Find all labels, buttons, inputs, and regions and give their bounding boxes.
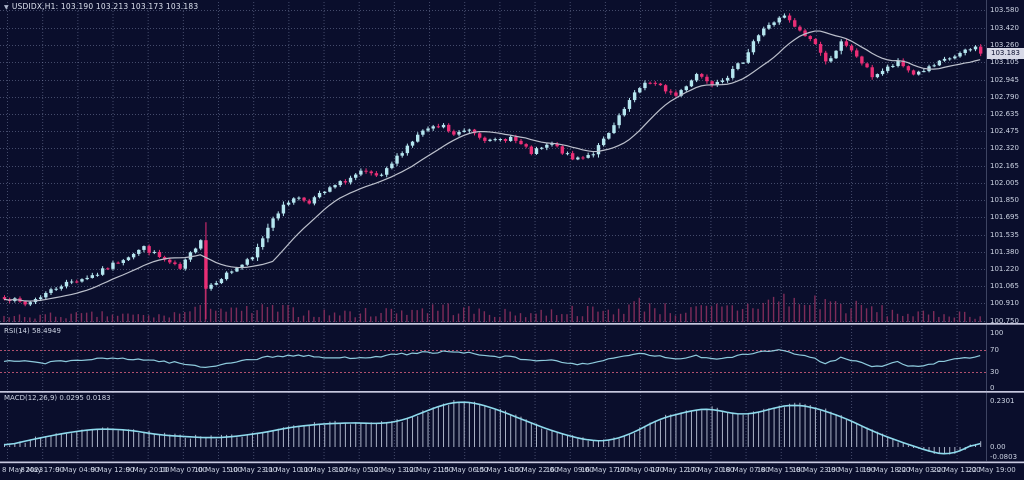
macd-axis-label: 0.2301 — [990, 396, 1015, 405]
time-axis-label: 15 May 06:00 — [440, 466, 489, 474]
time-axis-label: 12 May 13:00 — [369, 466, 418, 474]
rsi-axis-label: 0 — [990, 384, 995, 392]
price-axis-label: 102.320 — [990, 144, 1019, 153]
price-axis-label: 100.910 — [990, 299, 1019, 308]
time-axis-label: 10 May 15:00 — [194, 466, 243, 474]
price-axis-label: 100.750 — [990, 317, 1019, 326]
price-axis-label: 102.475 — [990, 127, 1019, 136]
price-axis-label: 102.945 — [990, 75, 1019, 84]
price-scale[interactable]: 103.580 103.420 103.260 103.105 102.945 102.7… — [990, 0, 1024, 480]
price-axis-label: 101.695 — [990, 213, 1019, 222]
price-axis-label: 103.105 — [990, 58, 1019, 67]
price-axis-label: 101.850 — [990, 196, 1019, 205]
time-axis-label: 9 May 12:00 — [90, 466, 135, 474]
time-axis-label: 16 May 17:00 — [580, 466, 629, 474]
rsi-axis-label: 70 — [990, 345, 999, 354]
time-axis-label: 10 May 23:00 — [229, 466, 278, 474]
price-axis-label: 101.220 — [990, 265, 1019, 274]
rsi-indicator-label: RSI(14) 58.4949 — [4, 327, 61, 335]
macd-axis-label: -0.0803 — [990, 453, 1018, 461]
time-axis-label: 8 May 17:00 — [20, 466, 64, 474]
time-axis-label: 22 May 19:00 — [967, 466, 1016, 474]
macd-indicator-label: MACD(12,26,9) 0.0295 0.0183 — [4, 394, 111, 402]
current-price-tag: 103.183 — [987, 48, 1024, 59]
time-axis-label: 17 May 04:00 — [616, 466, 665, 474]
time-axis-label: 22 May 11:00 — [932, 466, 981, 474]
price-axis-label: 102.005 — [990, 179, 1019, 188]
time-axis-label: 9 May 20:00 — [125, 466, 170, 474]
chart-title: ▼ USDIDX,H1: 103.190 103.213 103.173 103.… — [4, 2, 198, 12]
time-axis-label: 10 May 07:00 — [158, 466, 207, 474]
time-axis-label: 18 May 23:00 — [791, 466, 840, 474]
time-scale[interactable]: 8 May 2023 8 May 17:00 9 May 04:00 9 May 12… — [0, 464, 1024, 480]
macd-axis-label: 0.00 — [990, 443, 1006, 451]
price-axis-label: 103.580 — [990, 6, 1019, 14]
time-axis-label: 19 May 10:00 — [827, 466, 876, 474]
price-axis-label: 103.260 — [990, 41, 1019, 50]
time-axis-label: 12 May 21:00 — [405, 466, 454, 474]
time-axis-label: 18 May 07:00 — [721, 466, 770, 474]
price-axis-label: 102.165 — [990, 161, 1019, 170]
price-axis-label: 102.635 — [990, 109, 1019, 118]
price-axis-label: 101.535 — [990, 230, 1019, 239]
price-axis-label: 101.065 — [990, 282, 1019, 291]
time-axis-label: 12 May 05:00 — [334, 466, 383, 474]
price-axis-label: 103.420 — [990, 23, 1019, 32]
time-axis-label: 17 May 12:00 — [651, 466, 700, 474]
price-axis-label: 101.380 — [990, 247, 1019, 256]
time-axis-label: 15 May 22:00 — [510, 466, 559, 474]
time-axis-label: 11 May 10:00 — [264, 466, 313, 474]
rsi-axis-label: 100 — [990, 329, 1004, 337]
time-axis-label: 16 May 09:00 — [545, 466, 594, 474]
time-axis-label: 18 May 15:00 — [756, 466, 805, 474]
symbol-ohlc-text: USDIDX,H1: 103.190 103.213 103.173 103.1… — [11, 2, 199, 11]
rsi-axis-label: 30 — [990, 368, 999, 377]
time-axis-label: 22 May 03:00 — [897, 466, 946, 474]
time-axis-label: 17 May 20:00 — [686, 466, 735, 474]
time-axis-label: 15 May 14:00 — [475, 466, 524, 474]
price-axis-label: 102.790 — [990, 92, 1019, 101]
symbol-marker-icon: ▼ — [4, 4, 9, 11]
time-axis-label: 19 May 18:00 — [862, 466, 911, 474]
time-axis-label: 11 May 18:00 — [299, 466, 348, 474]
time-axis-label: 8 May 2023 — [2, 466, 44, 474]
time-axis-label: 9 May 04:00 — [55, 466, 100, 474]
